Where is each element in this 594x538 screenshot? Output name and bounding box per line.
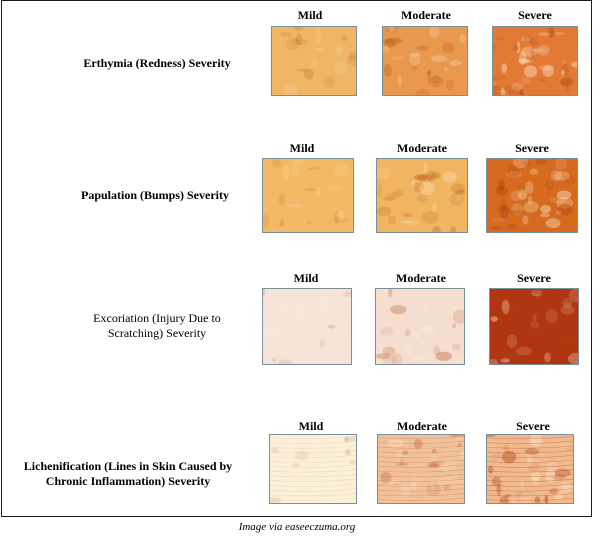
row3-swatch-mild (262, 288, 352, 365)
row2-swatch-severe (486, 158, 578, 233)
row2-level-moderate: Moderate (397, 141, 447, 155)
row2-level-mild: Mild (289, 141, 315, 155)
row4-level-mild: Mild (298, 419, 324, 433)
row2-swatch-mild (262, 158, 354, 233)
row1-swatch-mild (271, 26, 357, 96)
row4-label: Lichenification (Lines in Skin Caused by… (23, 459, 233, 488)
row4-swatch-moderate (377, 434, 465, 504)
figure-frame: Mild Moderate Severe Erthymia (Redness) … (1, 0, 592, 517)
row3-level-mild: Mild (293, 271, 319, 285)
image-caption: Image via easeeczuma.org (238, 521, 356, 533)
row1-label: Erthymia (Redness) Severity (83, 56, 231, 70)
row4-swatch-mild (269, 434, 357, 504)
row4-level-severe: Severe (516, 419, 550, 433)
row2-label: Papulation (Bumps) Severity (80, 188, 229, 202)
row3-label: Excoriation (Injury Due to Scratching) S… (93, 311, 221, 340)
row3-level-severe: Severe (517, 271, 551, 285)
row1-level-severe: Severe (518, 8, 552, 22)
row2-level-severe: Severe (515, 141, 549, 155)
row3-level-moderate: Moderate (396, 271, 446, 285)
row3-swatch-severe (489, 288, 579, 365)
row4-level-moderate: Moderate (397, 419, 447, 433)
row1-swatch-moderate (382, 26, 468, 96)
row3-swatch-moderate (375, 288, 465, 365)
row4-swatch-severe (486, 434, 574, 504)
row1-swatch-severe (492, 26, 578, 96)
row2-swatch-moderate (376, 158, 468, 233)
row1-level-mild: Mild (297, 8, 323, 22)
row1-level-moderate: Moderate (401, 8, 451, 22)
